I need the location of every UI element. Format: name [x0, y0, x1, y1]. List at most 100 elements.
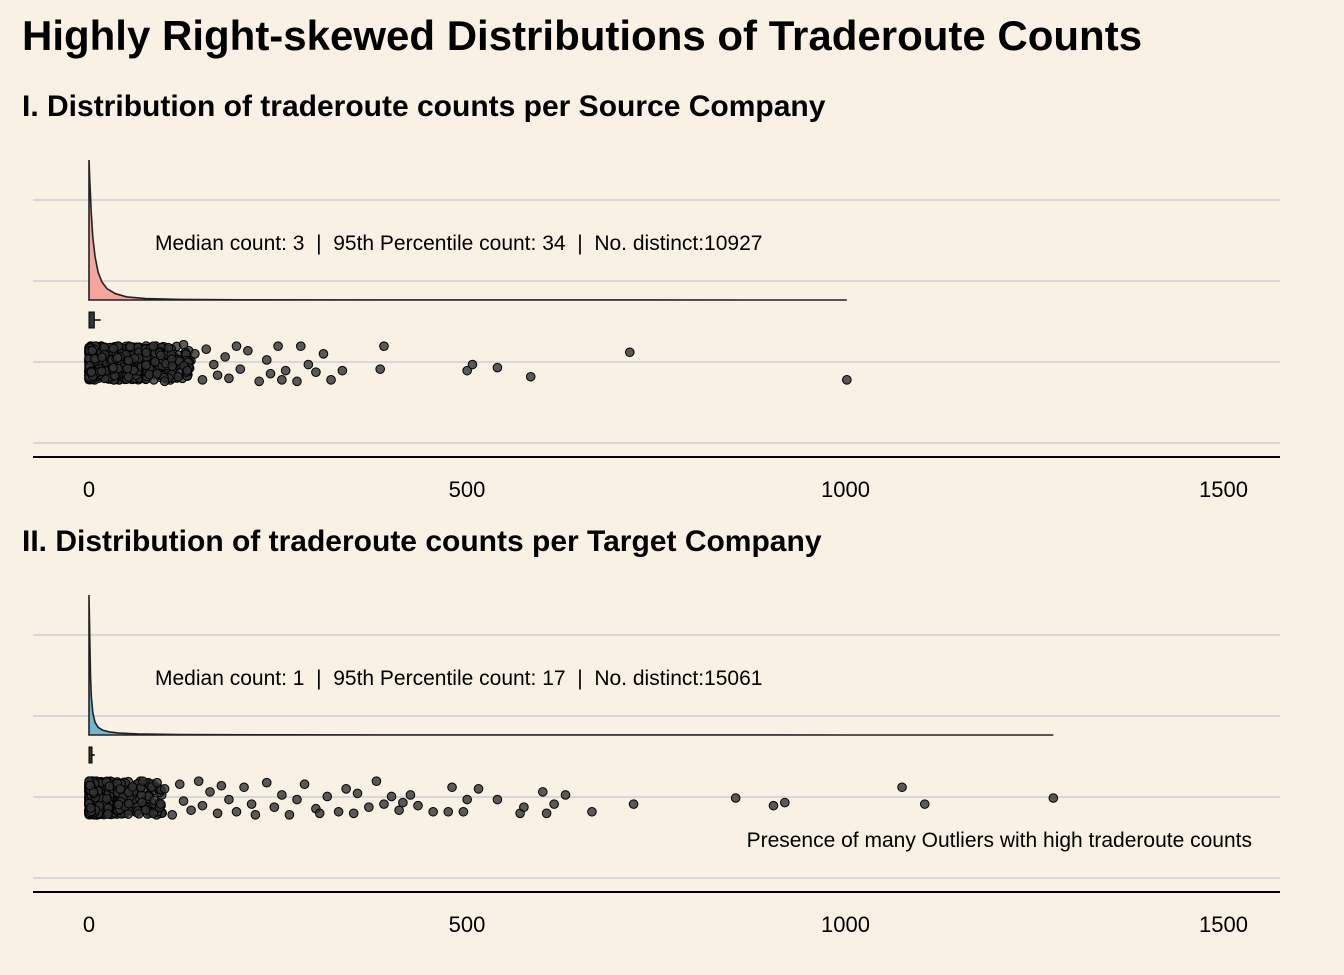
outlier-point: [458, 806, 469, 817]
outlier-point: [919, 799, 930, 809]
outlier-point: [314, 808, 325, 819]
outlier-point: [235, 364, 246, 374]
density-layer: [88, 594, 1054, 736]
outlier-point: [231, 341, 242, 351]
outlier-point: [624, 347, 635, 358]
outlier-point: [173, 371, 184, 382]
outlier-point: [292, 794, 302, 805]
data-point: [123, 355, 134, 366]
data-point: [144, 369, 154, 380]
outlier-point: [413, 800, 423, 811]
outlier-point: [326, 375, 336, 385]
outlier-point: [299, 779, 310, 790]
x-tick-label: 0: [83, 477, 95, 502]
outlier-point: [473, 784, 484, 794]
outlier-point: [277, 375, 287, 385]
data-point: [103, 809, 113, 819]
outlier-point: [525, 371, 536, 382]
outlier-point: [193, 776, 204, 786]
outlier-point: [201, 344, 212, 355]
x-tick-label: 1500: [1199, 912, 1248, 937]
panel-title-target: II. Distribution of traderoute counts pe…: [22, 525, 822, 558]
outlier-point: [261, 777, 272, 788]
outlier-point: [519, 802, 529, 812]
data-point: [150, 357, 160, 367]
outlier-point: [1048, 793, 1059, 803]
x-tick-label: 500: [449, 477, 486, 502]
outlier-point: [333, 806, 344, 817]
outlier-point: [178, 796, 189, 806]
data-point: [85, 780, 95, 791]
outlier-point: [148, 808, 159, 819]
density-curve: [88, 159, 847, 301]
outlier-point: [394, 805, 404, 816]
x-axis-ticks: 0 500 1000 1500: [83, 912, 1248, 937]
outlier-point: [250, 810, 261, 820]
data-point: [137, 776, 148, 786]
outlier-point: [492, 362, 503, 373]
x-tick-label: 1000: [821, 912, 870, 937]
outlier-point: [730, 793, 741, 803]
outlier-point: [167, 361, 177, 371]
x-axis-ticks: 0 500 1000 1500: [83, 477, 1248, 502]
points-layer: [84, 776, 1059, 820]
density-layer: [88, 159, 847, 301]
x-tick-label: 1000: [821, 477, 870, 502]
outlier-point: [352, 788, 363, 799]
gridlines: [33, 199, 1280, 444]
outlier-point: [375, 364, 385, 374]
outlier-point: [224, 373, 234, 384]
points-layer: [84, 339, 852, 387]
outlier-point: [462, 365, 472, 376]
outlier-point: [159, 784, 170, 794]
outlier-point: [277, 790, 287, 800]
outlier-point: [163, 342, 174, 353]
data-point: [115, 784, 126, 794]
summary-annotation: Median count: 1 | 95th Percentile count:…: [155, 667, 762, 690]
main-title: Highly Right-skewed Distributions of Tra…: [22, 12, 1143, 59]
outlier-point: [560, 790, 571, 800]
outlier-point: [541, 808, 552, 819]
x-tick-label: 0: [83, 912, 95, 937]
data-point: [102, 793, 112, 804]
data-point: [85, 803, 96, 813]
data-point: [127, 782, 138, 792]
outlier-point: [842, 375, 852, 385]
outlier-point: [231, 806, 242, 817]
outlier-point: [549, 799, 559, 809]
outlier-point: [447, 782, 457, 793]
outlier-point: [337, 365, 348, 376]
boxplot-box: [88, 311, 95, 329]
outlier-point: [280, 365, 291, 376]
data-point: [87, 345, 98, 356]
outlier-point: [443, 806, 454, 817]
outlier-note: Presence of many Outliers with high trad…: [747, 829, 1252, 852]
outlier-point: [190, 349, 200, 359]
outlier-point: [197, 800, 208, 811]
data-point: [124, 798, 134, 809]
outlier-point: [212, 370, 223, 381]
outlier-point: [273, 341, 283, 351]
outlier-point: [220, 352, 230, 362]
outlier-point: [261, 355, 272, 365]
data-point: [123, 809, 133, 819]
boxplot-layer: [88, 746, 95, 764]
data-point: [86, 367, 97, 378]
outlier-point: [239, 782, 249, 793]
outlier-point: [292, 376, 302, 387]
target-company-chart: Median count: 1 | 95th Percentile count:…: [33, 594, 1280, 937]
outlier-point: [318, 349, 329, 359]
outlier-point: [348, 808, 359, 819]
outlier-point: [152, 368, 162, 379]
outlier-point: [768, 800, 779, 811]
outlier-point: [216, 780, 227, 791]
data-point: [137, 797, 147, 808]
outlier-point: [364, 802, 374, 812]
panel-title-source: I. Distribution of traderoute counts per…: [22, 90, 826, 123]
outlier-point: [462, 794, 472, 805]
outlier-point: [152, 777, 162, 788]
data-point: [113, 799, 124, 810]
source-company-chart: Median count: 3 | 95th Percentile count:…: [33, 159, 1280, 502]
outlier-point: [405, 790, 416, 800]
outlier-point: [467, 359, 478, 370]
